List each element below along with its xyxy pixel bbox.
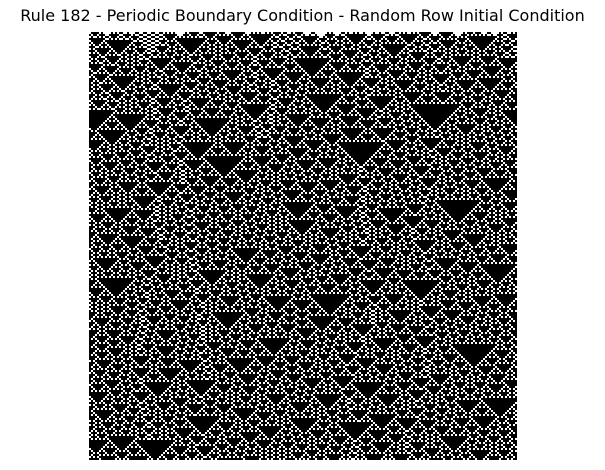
cellular-automaton-plot [89,32,517,460]
figure-title: Rule 182 - Periodic Boundary Condition -… [20,6,585,25]
